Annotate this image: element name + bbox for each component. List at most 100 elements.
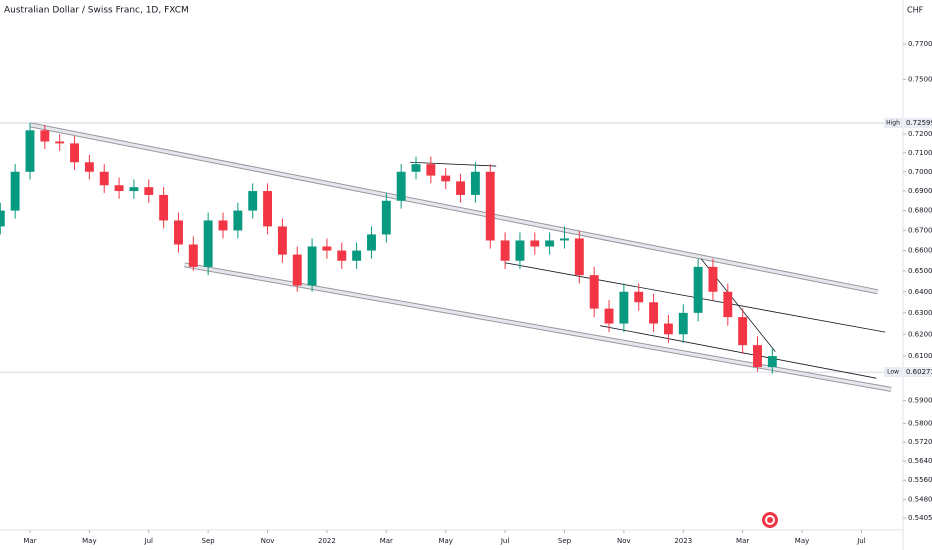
- candle-body: [337, 250, 347, 261]
- candle-body: [411, 164, 421, 172]
- x-tick-label: Sep: [202, 537, 216, 545]
- candle-body: [70, 143, 79, 163]
- channel-inner: [29, 123, 879, 294]
- candle-body: [456, 181, 466, 195]
- candle-body: [753, 345, 762, 368]
- candle-body: [277, 226, 287, 255]
- candle-body: [248, 191, 258, 211]
- candle-body: [114, 185, 124, 192]
- candle-body: [470, 171, 480, 195]
- candle-body: [84, 162, 94, 172]
- candle-body: [663, 323, 673, 335]
- x-tick-label: Jul: [500, 537, 510, 545]
- y-tick-label: 0.54050: [908, 514, 932, 522]
- candle-body: [203, 220, 213, 267]
- level-label-box: [904, 367, 932, 378]
- chart-title: Australian Dollar / Swiss Franc, 1D, FXC…: [4, 6, 189, 16]
- candle-body: [174, 220, 183, 245]
- candle-body: [396, 171, 406, 201]
- x-tick-label: 2023: [674, 537, 692, 545]
- x-tick-label: Mar: [23, 537, 36, 545]
- logo: [762, 512, 778, 528]
- candle-body: [0, 210, 5, 227]
- level-label-box: [904, 117, 932, 128]
- trend-line: [600, 325, 877, 379]
- x-tick-label: Mar: [380, 537, 393, 545]
- x-tick-label: May: [82, 537, 96, 545]
- candle-body: [159, 194, 169, 221]
- level-label: 0.60273: [906, 368, 932, 376]
- trend-line: [410, 161, 497, 167]
- candle-body: [723, 291, 733, 318]
- candle-body: [40, 130, 50, 142]
- x-tick-label: Mar: [736, 537, 749, 545]
- level-name: Low: [887, 369, 899, 376]
- x-tick-label: 2022: [318, 537, 336, 545]
- candle-body: [693, 266, 703, 313]
- candle-body: [634, 291, 644, 303]
- x-tick-label: Jul: [856, 537, 866, 545]
- channel-inner: [184, 263, 892, 391]
- candle-body: [188, 244, 198, 267]
- candle-body: [708, 266, 718, 292]
- candle-body: [515, 240, 525, 261]
- candle-body: [649, 302, 659, 324]
- candle-body: [545, 240, 555, 247]
- candle-body: [426, 164, 436, 176]
- candle-body: [560, 238, 569, 241]
- candle-body: [263, 191, 272, 227]
- candle-body: [10, 171, 20, 211]
- candle-body: [99, 171, 109, 186]
- level-name-box: [884, 117, 903, 128]
- candle-body: [485, 171, 495, 241]
- x-tick-label: Sep: [558, 537, 572, 545]
- candle-body: [307, 246, 317, 286]
- candle-body: [738, 317, 748, 346]
- candle-body: [441, 175, 451, 182]
- candle-body: [129, 187, 139, 192]
- x-tick-label: Jul: [144, 537, 154, 545]
- x-tick-label: Nov: [617, 537, 631, 545]
- candle-body: [292, 254, 302, 286]
- candle-body: [352, 250, 362, 261]
- y-axis-label: CHF: [907, 6, 924, 15]
- candle-body: [367, 234, 376, 251]
- candle-body: [678, 312, 688, 335]
- level-name-box: [884, 367, 903, 378]
- candle-body: [500, 240, 510, 261]
- x-tick-label: Nov: [261, 537, 275, 545]
- candle-body: [25, 130, 35, 172]
- candle-body: [530, 240, 540, 247]
- candle-body: [55, 141, 65, 144]
- candle-body: [233, 210, 243, 231]
- candle-body: [767, 356, 777, 368]
- candle-body: [619, 291, 629, 324]
- level-name: High: [886, 119, 900, 126]
- candle-body: [381, 200, 391, 235]
- candle-body: [322, 246, 332, 251]
- candle-body: [144, 187, 154, 195]
- candle-body: [604, 308, 614, 324]
- candle-body: [574, 238, 584, 276]
